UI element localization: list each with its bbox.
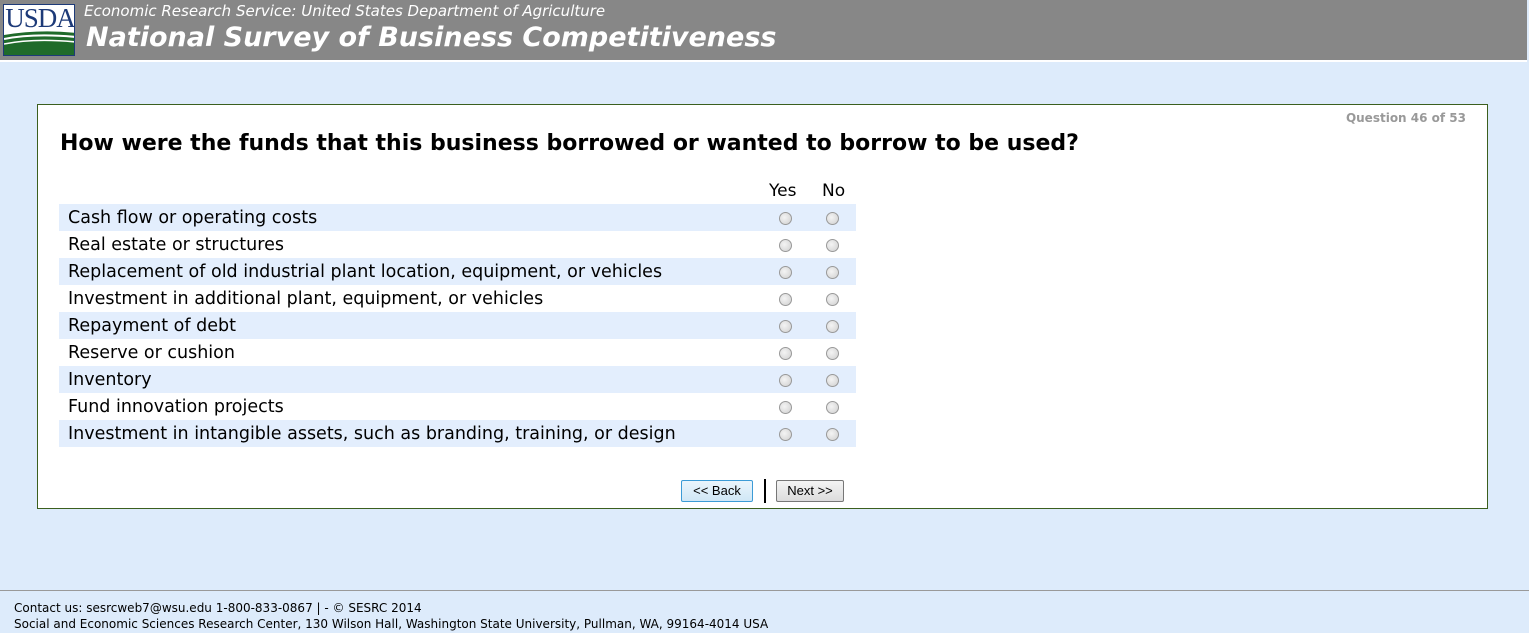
column-no: No bbox=[822, 181, 846, 201]
next-button[interactable]: Next >> bbox=[776, 480, 844, 502]
question-row: Repayment of debt bbox=[59, 312, 856, 339]
radio-yes[interactable] bbox=[779, 347, 792, 360]
back-button[interactable]: << Back bbox=[681, 480, 753, 502]
question-row: Cash flow or operating costs bbox=[59, 204, 856, 231]
survey-title: National Survey of Business Competitiven… bbox=[86, 22, 777, 53]
question-progress: Question 46 of 53 bbox=[1345, 111, 1466, 125]
row-label: Inventory bbox=[68, 369, 152, 390]
header: USDA Economic Research Service: United S… bbox=[0, 0, 1527, 62]
radio-yes[interactable] bbox=[779, 428, 792, 441]
nav-separator bbox=[764, 479, 766, 503]
answer-grid: Cash flow or operating costs Real estate… bbox=[59, 204, 856, 447]
usda-field-icon bbox=[4, 31, 74, 55]
question-row: Real estate or structures bbox=[59, 231, 856, 258]
radio-yes[interactable] bbox=[779, 293, 792, 306]
radio-yes[interactable] bbox=[779, 320, 792, 333]
address-line: Social and Economic Sciences Research Ce… bbox=[14, 617, 769, 631]
radio-no[interactable] bbox=[826, 212, 839, 225]
question-panel: Question 46 of 53 How were the funds tha… bbox=[37, 104, 1488, 509]
radio-no[interactable] bbox=[826, 428, 839, 441]
agency-subtitle: Economic Research Service: United States… bbox=[84, 2, 606, 20]
question-text: How were the funds that this business bo… bbox=[60, 131, 1079, 156]
radio-no[interactable] bbox=[826, 239, 839, 252]
row-label: Real estate or structures bbox=[68, 234, 284, 255]
radio-no[interactable] bbox=[826, 266, 839, 279]
usda-logo: USDA bbox=[3, 4, 75, 56]
question-row: Replacement of old industrial plant loca… bbox=[59, 258, 856, 285]
footer: Contact us: sesrcweb7@wsu.edu 1-800-833-… bbox=[0, 590, 1529, 633]
radio-no[interactable] bbox=[826, 320, 839, 333]
radio-no[interactable] bbox=[826, 347, 839, 360]
row-label: Cash flow or operating costs bbox=[68, 207, 318, 228]
row-label: Investment in intangible assets, such as… bbox=[68, 423, 676, 444]
radio-no[interactable] bbox=[826, 401, 839, 414]
radio-yes[interactable] bbox=[779, 374, 792, 387]
column-yes: Yes bbox=[769, 181, 797, 201]
question-row: Investment in additional plant, equipmen… bbox=[59, 285, 856, 312]
radio-yes[interactable] bbox=[779, 401, 792, 414]
row-label: Replacement of old industrial plant loca… bbox=[68, 261, 663, 282]
question-row: Reserve or cushion bbox=[59, 339, 856, 366]
radio-no[interactable] bbox=[826, 374, 839, 387]
radio-yes[interactable] bbox=[779, 212, 792, 225]
question-row: Fund innovation projects bbox=[59, 393, 856, 420]
radio-no[interactable] bbox=[826, 293, 839, 306]
row-label: Reserve or cushion bbox=[68, 342, 235, 363]
contact-line: Contact us: sesrcweb7@wsu.edu 1-800-833-… bbox=[14, 601, 422, 615]
row-label: Fund innovation projects bbox=[68, 396, 284, 417]
radio-yes[interactable] bbox=[779, 239, 792, 252]
radio-yes[interactable] bbox=[779, 266, 792, 279]
question-row: Inventory bbox=[59, 366, 856, 393]
row-label: Investment in additional plant, equipmen… bbox=[68, 288, 544, 309]
question-row: Investment in intangible assets, such as… bbox=[59, 420, 856, 447]
row-label: Repayment of debt bbox=[68, 315, 236, 336]
